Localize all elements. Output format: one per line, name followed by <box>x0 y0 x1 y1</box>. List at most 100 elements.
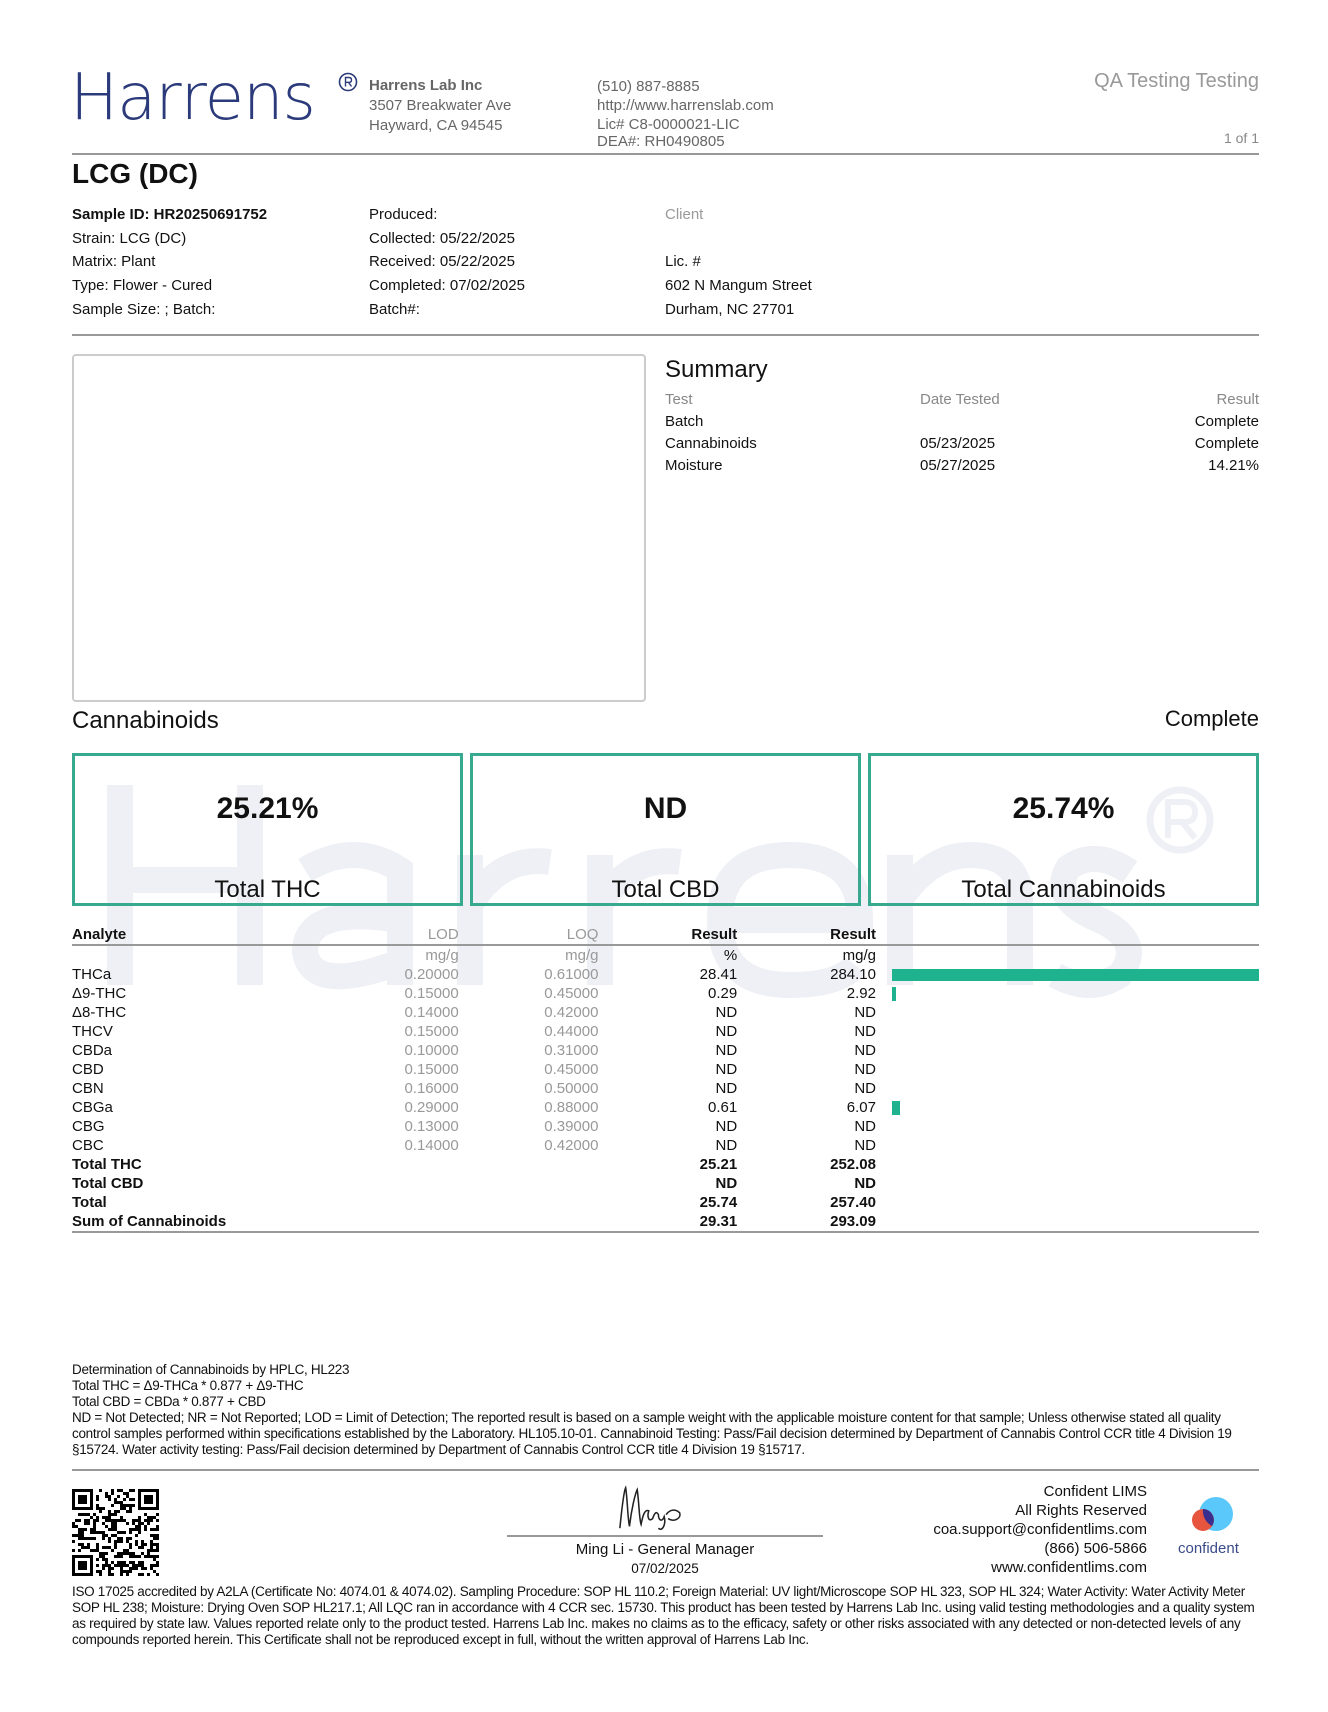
result-bar <box>892 986 896 1001</box>
loq-value: 0.50000 <box>544 1080 599 1097</box>
sample-info: Sample ID: HR20250691752 Strain: LCG (DC… <box>72 203 267 322</box>
total-row: Total CBD ND ND <box>72 1174 1259 1193</box>
summary-result: 14.21% <box>1208 457 1259 474</box>
lod-value: 0.10000 <box>404 1042 459 1059</box>
summary-header: Test Date Tested Result <box>665 389 1259 411</box>
bar-cell <box>876 1060 1259 1079</box>
loq-value: 0.88000 <box>544 1099 599 1116</box>
lab-contact: (510) 887-8885 http://www.harrenslab.com… <box>597 77 774 149</box>
lod-value: 0.15000 <box>404 985 459 1002</box>
analyte-name: CBDa <box>72 1042 113 1059</box>
note-definitions: ND = Not Detected; NR = Not Reported; LO… <box>72 1410 1232 1457</box>
bar-cell <box>876 1022 1259 1041</box>
analyte-name: Δ8-THC <box>72 1004 127 1021</box>
table-row: Δ9-THC 0.15000 0.45000 0.29 2.92 <box>72 984 1259 1003</box>
analyte-name: Total <box>72 1194 107 1211</box>
bar-cell <box>876 965 1259 984</box>
analyte-name: Total THC <box>72 1156 142 1173</box>
bar-cell <box>876 1155 1259 1174</box>
summary-title: Summary <box>665 356 768 383</box>
result-mgg: 284.10 <box>830 966 876 983</box>
lims-rights: All Rights Reserved <box>1015 1502 1147 1519</box>
lod-value: 0.13000 <box>404 1118 459 1135</box>
lab-address2: Hayward, CA 94545 <box>369 117 503 134</box>
page-title: LCG (DC) <box>72 158 198 189</box>
analyte-name: THCa <box>72 966 112 983</box>
result-pct: 28.41 <box>699 966 738 983</box>
table-row: CBGa 0.29000 0.88000 0.61 6.07 <box>72 1098 1259 1117</box>
lod-value: 0.14000 <box>404 1137 459 1154</box>
received: Received: 05/22/2025 <box>369 253 515 271</box>
signature-line <box>507 1535 823 1537</box>
analyte-name: CBG <box>72 1118 105 1135</box>
analyte-name: Sum of Cannabinoids <box>72 1212 330 1233</box>
summary-header-date: Date Tested <box>920 391 1000 408</box>
lims-email[interactable]: coa.support@confidentlims.com <box>933 1521 1147 1538</box>
table-row: THCV 0.15000 0.44000 ND ND <box>72 1022 1259 1041</box>
analyte-name: Total CBD <box>72 1175 144 1192</box>
note-total-cbd: Total CBD = CBDa * 0.877 + CBD <box>72 1394 266 1409</box>
unit-lod: mg/g <box>425 947 459 964</box>
loq-value <box>459 1155 599 1174</box>
table-row: CBC 0.14000 0.42000 ND ND <box>72 1136 1259 1155</box>
sample-type: Type: Flower - Cured <box>72 277 213 295</box>
header-result-pct: Result <box>598 924 738 946</box>
loq-value: 0.42000 <box>544 1004 599 1021</box>
lab-phone: (510) 887-8885 <box>597 78 700 95</box>
lab-license: Lic# C8-0000021-LIC <box>597 116 740 133</box>
table-row: Δ8-THC 0.14000 0.42000 ND ND <box>72 1003 1259 1022</box>
sample-id: Sample ID: HR20250691752 <box>72 206 268 223</box>
header-result-mgg: Result <box>737 924 876 946</box>
result-mgg: ND <box>854 1042 876 1059</box>
total-thc-box: 25.21% Total THC <box>72 753 463 906</box>
result-pct: 25.21 <box>699 1156 738 1173</box>
lab-name: Harrens Lab Inc <box>369 77 483 94</box>
signatory-name: Ming Li - General Manager <box>575 1541 755 1558</box>
total-cannabinoids-box: 25.74% Total Cannabinoids <box>868 753 1259 906</box>
unit-mgg: mg/g <box>842 947 876 964</box>
result-mgg: 257.40 <box>830 1194 876 1211</box>
note-method: Determination of Cannabinoids by HPLC, H… <box>72 1362 350 1377</box>
bar-cell <box>876 1136 1259 1155</box>
summary-row: Cannabinoids 05/23/2025 Complete <box>665 433 1259 455</box>
summary-date: 05/23/2025 <box>920 435 996 452</box>
result-mgg: ND <box>854 1023 876 1040</box>
sample-size: Sample Size: ; Batch: <box>72 300 216 318</box>
lod-value: 0.29000 <box>404 1099 459 1116</box>
divider <box>72 1469 1259 1471</box>
result-mgg: ND <box>854 1080 876 1097</box>
table-row: CBG 0.13000 0.39000 ND ND <box>72 1117 1259 1136</box>
client-address2: Durham, NC 27701 <box>665 300 795 318</box>
harrens-logo: Harrens <box>70 61 316 135</box>
unit-loq: mg/g <box>565 947 599 964</box>
bar-cell <box>876 1174 1259 1193</box>
registered-icon <box>338 72 358 92</box>
analyte-name: CBGa <box>72 1099 113 1116</box>
result-pct: 29.31 <box>598 1212 738 1233</box>
sample-matrix: Matrix: Plant <box>72 253 156 271</box>
header-lod: LOD <box>329 924 459 946</box>
lims-website[interactable]: www.confidentlims.com <box>991 1559 1147 1576</box>
loq-value: 0.61000 <box>544 966 599 983</box>
table-row: THCa 0.20000 0.61000 28.41 284.10 <box>72 965 1259 984</box>
units-row: mg/g mg/g % mg/g <box>72 945 1259 965</box>
summary-result: Complete <box>1194 413 1259 430</box>
loq-value: 0.45000 <box>544 985 599 1002</box>
total-row: Total THC 25.21 252.08 <box>72 1155 1259 1174</box>
client-address1: 602 N Mangum Street <box>665 277 812 295</box>
result-mgg: ND <box>854 1137 876 1154</box>
completed: Completed: 07/02/2025 <box>369 277 525 295</box>
total-cbd-box: ND Total CBD <box>470 753 861 906</box>
result-mgg: 2.92 <box>846 985 876 1002</box>
disclaimer: ISO 17025 accredited by A2LA (Certificat… <box>72 1584 1255 1647</box>
loq-value: 0.42000 <box>544 1137 599 1154</box>
lod-value <box>329 1155 458 1174</box>
bar-cell <box>876 1079 1259 1098</box>
lims-name: Confident LIMS <box>1043 1483 1147 1500</box>
produced: Produced: <box>369 206 438 223</box>
bar-cell <box>876 1193 1259 1212</box>
result-pct: ND <box>715 1080 738 1097</box>
summary-row: Moisture 05/27/2025 14.21% <box>665 455 1259 477</box>
summary-date: 05/27/2025 <box>920 457 996 474</box>
summary-row: Batch Complete <box>665 411 1259 433</box>
